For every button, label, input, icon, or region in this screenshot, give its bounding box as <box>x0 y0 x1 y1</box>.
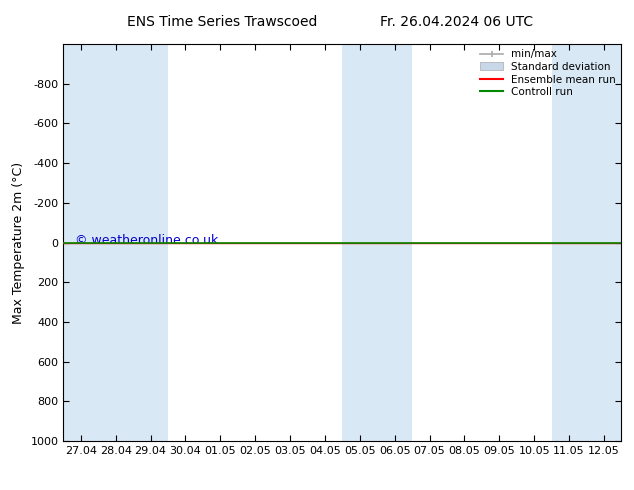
Bar <box>98 44 133 441</box>
Text: Fr. 26.04.2024 06 UTC: Fr. 26.04.2024 06 UTC <box>380 15 533 29</box>
Bar <box>586 44 621 441</box>
Text: ENS Time Series Trawscoed: ENS Time Series Trawscoed <box>127 15 317 29</box>
Y-axis label: Max Temperature 2m (°C): Max Temperature 2m (°C) <box>12 162 25 323</box>
Bar <box>552 44 586 441</box>
Bar <box>377 44 412 441</box>
Text: © weatheronline.co.uk: © weatheronline.co.uk <box>75 234 218 247</box>
Bar <box>342 44 377 441</box>
Bar <box>133 44 168 441</box>
Legend: min/max, Standard deviation, Ensemble mean run, Controll run: min/max, Standard deviation, Ensemble me… <box>477 46 619 100</box>
Bar <box>63 44 98 441</box>
